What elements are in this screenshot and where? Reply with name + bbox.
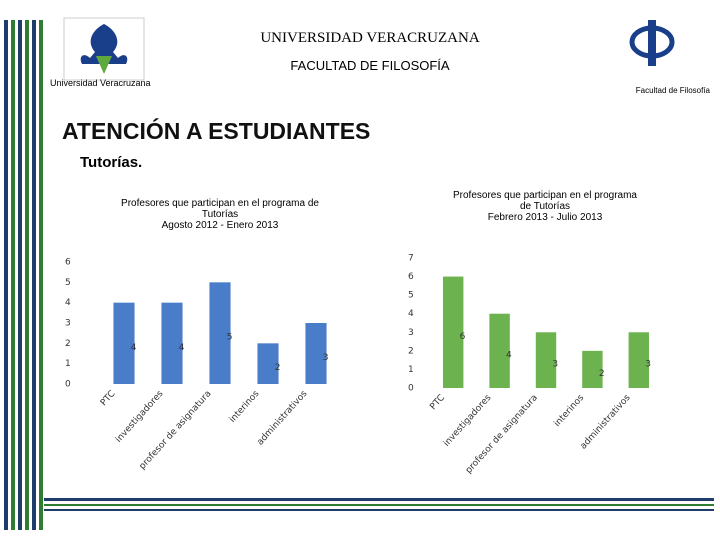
slide-subtitle: Tutorías. — [80, 154, 143, 171]
filosofia-logo — [629, 20, 675, 66]
y-tick-label: 3 — [408, 328, 414, 338]
bar — [489, 313, 510, 388]
bar — [257, 343, 279, 384]
data-label: 2 — [599, 369, 605, 379]
data-label: 2 — [275, 363, 281, 373]
data-label: 3 — [645, 360, 651, 370]
y-tick-label: 6 — [408, 272, 414, 282]
y-tick-label: 1 — [65, 359, 71, 369]
x-tick-label: PTC — [428, 393, 447, 412]
data-label: 3 — [552, 360, 558, 370]
x-tick-label: interinos — [228, 389, 262, 425]
data-label: 4 — [179, 343, 185, 353]
data-label: 6 — [460, 332, 466, 342]
y-tick-label: 5 — [65, 278, 71, 288]
uv-logo — [63, 17, 145, 81]
bar — [582, 350, 603, 388]
chart-title: Profesores que participan en el programa… — [121, 198, 319, 231]
bar — [113, 302, 135, 384]
y-tick-label: 4 — [408, 309, 414, 319]
university-name: UNIVERSIDAD VERACRUZANA — [260, 30, 480, 46]
chart-title: Profesores que participan en el programa… — [453, 190, 637, 223]
x-tick-label: interinos — [553, 393, 587, 429]
slide-title: ATENCIÓN A ESTUDIANTES — [62, 118, 371, 144]
data-label: 3 — [323, 353, 329, 363]
bar — [209, 282, 231, 384]
data-label: 4 — [131, 343, 137, 353]
faculty-name: FACULTAD DE FILOSOFÍA — [290, 58, 450, 73]
y-tick-label: 0 — [65, 380, 71, 390]
y-tick-label: 3 — [65, 319, 71, 329]
x-tick-label: administrativos — [255, 389, 309, 448]
y-tick-label: 1 — [408, 365, 414, 375]
bar — [628, 332, 650, 388]
bar — [305, 323, 327, 384]
y-tick-label: 2 — [65, 339, 71, 349]
y-tick-label: 5 — [408, 291, 414, 301]
bar — [535, 332, 557, 388]
data-label: 4 — [506, 350, 512, 360]
y-tick-label: 6 — [65, 258, 71, 268]
bar — [442, 276, 464, 388]
y-tick-label: 2 — [408, 346, 414, 356]
y-tick-label: 7 — [408, 254, 414, 264]
x-tick-label: administrativos — [579, 393, 633, 452]
bar — [161, 302, 183, 384]
logo-caption: Facultad de Filosofía — [635, 86, 710, 95]
x-tick-label: investigadores — [114, 389, 166, 445]
logo-caption: Universidad Veracruzana — [50, 78, 151, 88]
data-label: 5 — [227, 333, 233, 343]
x-tick-label: PTC — [99, 389, 118, 408]
left-stripes — [4, 20, 714, 530]
y-tick-label: 4 — [65, 298, 71, 308]
x-tick-label: investigadores — [442, 393, 494, 449]
y-tick-label: 0 — [408, 384, 414, 394]
